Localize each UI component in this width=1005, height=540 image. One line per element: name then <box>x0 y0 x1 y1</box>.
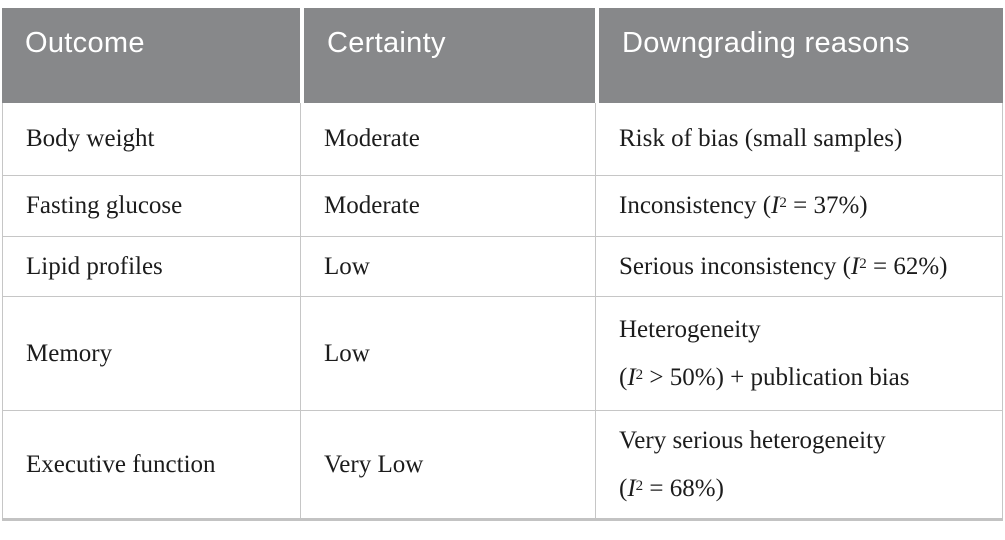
reason-line: Very serious heterogeneity <box>619 426 886 454</box>
outcome-text: Memory <box>26 339 113 367</box>
reason-line: (I2 > 50%) + publication bias <box>619 363 910 391</box>
i-squared-symbol: I <box>627 474 636 502</box>
certainty-text: Moderate <box>324 192 420 219</box>
cell-reason: Risk of bias (small samples) <box>595 103 1003 175</box>
header-cell-downgrading-reasons: Downgrading reasons <box>595 8 1003 103</box>
cell-reason: Serious inconsistency (I2 = 62%) <box>595 236 1003 296</box>
reason-line: Serious inconsistency (I2 = 62%) <box>619 252 948 280</box>
outcome-text: Fasting glucose <box>26 192 183 219</box>
i-squared-symbol: I <box>771 192 780 219</box>
header-cell-certainty: Certainty <box>300 8 595 103</box>
reason-line: Inconsistency (I2 = 37%) <box>619 192 868 219</box>
certainty-text: Very Low <box>324 450 424 478</box>
i-squared-symbol: I <box>627 363 636 391</box>
certainty-text: Moderate <box>324 125 420 152</box>
i-squared-symbol: I <box>850 252 860 280</box>
grade-certainty-table: Outcome Certainty Downgrading reasons Bo… <box>2 8 1003 521</box>
cell-reason: Very serious heterogeneity (I2 = 68%) <box>595 410 1003 518</box>
reason-line: (I2 = 68%) <box>619 474 724 502</box>
cell-certainty: Moderate <box>300 175 595 236</box>
cell-outcome: Executive function <box>2 410 300 518</box>
certainty-text: Low <box>324 252 370 280</box>
cell-reason: Heterogeneity (I2 > 50%) + publication b… <box>595 296 1003 410</box>
cell-outcome: Body weight <box>2 103 300 175</box>
cell-certainty: Very Low <box>300 410 595 518</box>
cell-certainty: Moderate <box>300 103 595 175</box>
cell-outcome: Memory <box>2 296 300 410</box>
reason-line: Heterogeneity <box>619 315 761 343</box>
cell-certainty: Low <box>300 236 595 296</box>
cell-reason: Inconsistency (I2 = 37%) <box>595 175 1003 236</box>
cell-certainty: Low <box>300 296 595 410</box>
cell-outcome: Fasting glucose <box>2 175 300 236</box>
outcome-text: Lipid profiles <box>26 252 163 280</box>
outcome-text: Executive function <box>26 450 216 478</box>
certainty-text: Low <box>324 339 370 367</box>
header-cell-outcome: Outcome <box>2 8 300 103</box>
outcome-text: Body weight <box>26 125 155 152</box>
cell-outcome: Lipid profiles <box>2 236 300 296</box>
reason-line: Risk of bias (small samples) <box>619 125 903 152</box>
